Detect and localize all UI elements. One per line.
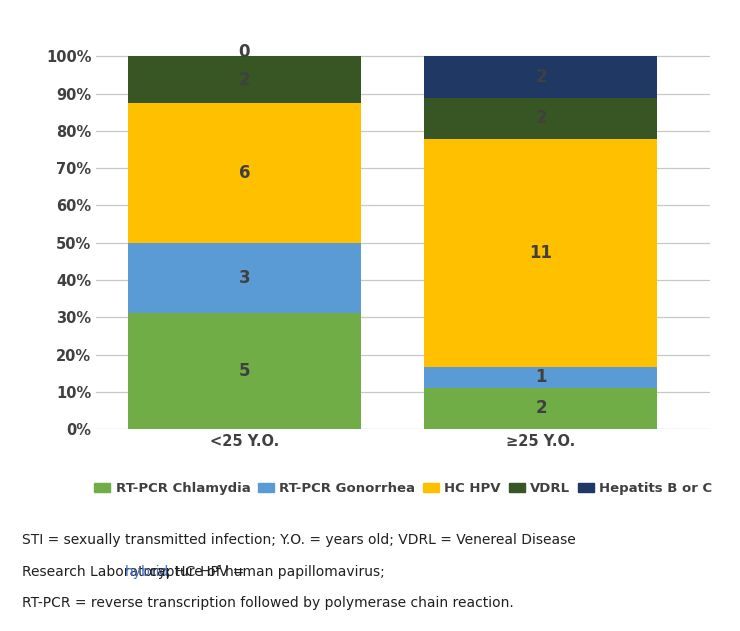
Text: 2: 2: [535, 109, 547, 127]
Text: 3: 3: [238, 269, 250, 286]
Bar: [425, 56, 657, 98]
Bar: [425, 139, 657, 367]
Legend: RT-PCR Chlamydia, RT-PCR Gonorrhea, HC HPV, VDRL, Hepatits B or C: RT-PCR Chlamydia, RT-PCR Gonorrhea, HC H…: [89, 476, 718, 500]
Bar: [425, 98, 657, 139]
Text: 2: 2: [535, 68, 547, 86]
Text: 0: 0: [239, 43, 250, 61]
Text: 6: 6: [239, 163, 250, 182]
Bar: [128, 56, 361, 103]
Text: hybrid: hybrid: [124, 565, 169, 579]
Text: 1: 1: [535, 369, 547, 386]
Text: capture of human papillomavirus;: capture of human papillomavirus;: [145, 565, 385, 579]
Text: 5: 5: [239, 362, 250, 380]
Text: 11: 11: [529, 244, 553, 262]
Bar: [128, 103, 361, 243]
Text: 2: 2: [238, 71, 250, 88]
Text: RT-PCR = reverse transcription followed by polymerase chain reaction.: RT-PCR = reverse transcription followed …: [22, 596, 514, 610]
Text: STI = sexually transmitted infection; Y.O. = years old; VDRL = Venereal Disease: STI = sexually transmitted infection; Y.…: [22, 533, 576, 547]
Text: Research Laboratory; HC-HPV =: Research Laboratory; HC-HPV =: [22, 565, 249, 579]
Bar: [425, 367, 657, 387]
Bar: [128, 312, 361, 429]
Bar: [425, 387, 657, 429]
Bar: [128, 243, 361, 312]
Text: 2: 2: [535, 399, 547, 417]
